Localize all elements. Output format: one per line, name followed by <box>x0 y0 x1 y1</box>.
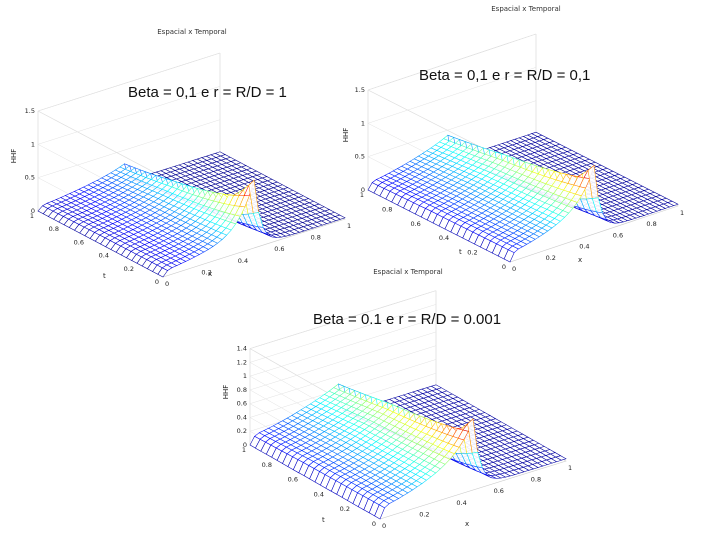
x-tick-label: 0.2 <box>546 254 556 262</box>
z-tick-label: 1.5 <box>355 86 365 94</box>
z-axis-label: HHF <box>222 385 230 400</box>
x-tick-label: 0 <box>382 522 386 530</box>
t-axis-label: t <box>103 272 106 280</box>
grid-line <box>367 100 537 157</box>
x-axis-label: x <box>465 520 469 528</box>
grid-line <box>37 119 221 178</box>
grid-line <box>37 52 221 112</box>
t-tick-label: 0.2 <box>340 505 350 513</box>
t-tick-label: 0.2 <box>467 249 477 257</box>
z-tick-label: 1.5 <box>25 107 35 115</box>
caption-top-right: Beta = 0,1 e r = R/D = 0,1 <box>419 67 591 84</box>
t-tick-label: 0 <box>372 520 376 528</box>
x-tick-label: 0.4 <box>579 243 589 251</box>
z-tick-label: 1 <box>361 119 365 127</box>
x-tick-label: 0.6 <box>274 245 284 253</box>
x-tick-label: 0.4 <box>238 257 248 265</box>
z-tick-label: 0.8 <box>237 386 247 394</box>
surface-plot-3: 00.20.40.60.811.21.4HHF00.20.40.60.8100.… <box>222 268 572 530</box>
x-tick-label: 1 <box>680 209 684 217</box>
surface-cell <box>667 200 679 206</box>
surface-plot-2: 00.511.5HHF00.20.40.60.8100.20.40.60.81x… <box>342 5 684 273</box>
z-tick-label: 1.2 <box>237 358 247 366</box>
plot-title: Espacial x Temporal <box>491 5 561 13</box>
t-tick-label: 0.8 <box>262 461 272 469</box>
z-tick-label: 1 <box>31 140 35 148</box>
x-tick-label: 0.8 <box>311 234 321 242</box>
surface-mesh <box>37 151 346 278</box>
x-tick-label: 0.8 <box>646 220 656 228</box>
surface-mesh <box>249 383 567 520</box>
t-tick-label: 1 <box>30 212 34 220</box>
z-tick-label: 0 <box>31 207 35 215</box>
t-axis-label: t <box>322 516 325 524</box>
grid-line <box>367 33 537 91</box>
z-tick-label: 1 <box>243 372 247 380</box>
t-tick-label: 0 <box>155 278 159 286</box>
grid-line <box>249 290 437 349</box>
x-tick-label: 0.6 <box>613 231 623 239</box>
t-axis-label: t <box>459 248 462 256</box>
x-tick-label: 0.2 <box>419 510 429 518</box>
t-tick-label: 0.6 <box>74 238 84 246</box>
x-tick-label: 1 <box>568 464 572 472</box>
t-tick-label: 1 <box>242 446 246 454</box>
surface-cell <box>334 214 346 220</box>
surface-mesh <box>367 131 679 263</box>
t-tick-label: 0.4 <box>439 234 449 242</box>
x-axis-label: x <box>578 256 582 264</box>
x-tick-label: 1 <box>347 222 351 230</box>
grid-line <box>37 86 221 145</box>
grid-line <box>367 67 537 124</box>
caption-bottom: Beta = 0.1 e r = R/D = 0.001 <box>313 311 502 328</box>
z-tick-label: 0 <box>361 186 365 194</box>
plot-title: Espacial x Temporal <box>157 28 227 36</box>
z-tick-label: 0.6 <box>237 400 247 408</box>
x-tick-label: 0 <box>512 265 516 273</box>
z-tick-label: 1.4 <box>237 345 247 353</box>
surface-cell <box>555 455 567 461</box>
z-axis-label: HHF <box>10 149 18 164</box>
x-tick-label: 0.4 <box>456 499 466 507</box>
t-tick-label: 0.6 <box>410 220 420 228</box>
x-axis-label: x <box>208 270 212 278</box>
grid-line <box>37 110 164 178</box>
caption-top-left: Beta = 0,1 e r = R/D = 1 <box>128 84 287 101</box>
surface-plot-1: 00.511.5HHF00.20.40.60.8100.20.40.60.81x… <box>10 28 351 288</box>
x-tick-label: 0.8 <box>531 476 541 484</box>
x-tick-label: 0 <box>165 280 169 288</box>
z-tick-label: 0.5 <box>355 153 365 161</box>
t-tick-label: 0.4 <box>99 252 109 260</box>
t-tick-label: 0.4 <box>314 490 324 498</box>
grid-line <box>249 331 437 391</box>
t-tick-label: 0.2 <box>124 265 134 273</box>
t-tick-label: 0.8 <box>382 205 392 213</box>
z-tick-label: 0 <box>243 441 247 449</box>
t-tick-label: 1 <box>360 191 364 199</box>
z-tick-label: 0.5 <box>25 174 35 182</box>
x-tick-label: 0.6 <box>494 487 504 495</box>
plot-title: Espacial x Temporal <box>373 268 443 276</box>
t-tick-label: 0.6 <box>288 476 298 484</box>
x-tick-label: 0.2 <box>201 268 211 276</box>
z-axis-label: HHF <box>342 128 350 143</box>
z-tick-label: 0.4 <box>237 413 247 421</box>
z-tick-label: 0.2 <box>237 427 247 435</box>
t-tick-label: 0.8 <box>49 225 59 233</box>
t-tick-label: 0 <box>502 263 506 271</box>
grid-line <box>249 304 437 363</box>
